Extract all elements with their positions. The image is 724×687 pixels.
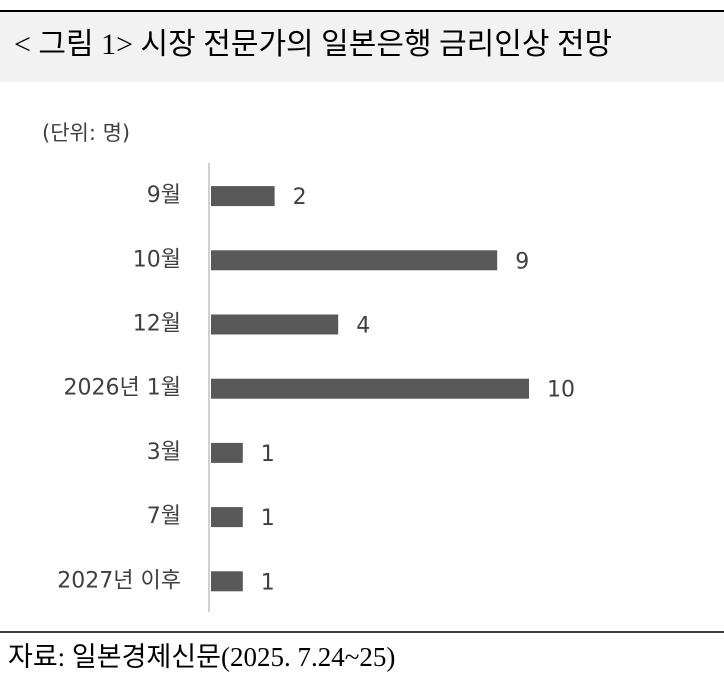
title-band bbox=[0, 12, 724, 82]
value-label: 1 bbox=[261, 570, 275, 595]
bar bbox=[211, 507, 243, 528]
value-label: 1 bbox=[261, 506, 275, 531]
chart-title: < 그림 1> 시장 전문가의 일본은행 금리인상 전망 bbox=[14, 28, 612, 61]
category-label: 2027년 이후 bbox=[57, 568, 181, 593]
category-label: 7월 bbox=[147, 504, 181, 529]
category-label: 2026년 1월 bbox=[64, 376, 181, 401]
value-label: 2 bbox=[293, 185, 307, 210]
category-label: 3월 bbox=[147, 440, 181, 465]
value-label: 1 bbox=[261, 442, 275, 467]
bar bbox=[211, 250, 498, 271]
bar bbox=[211, 571, 243, 592]
value-label: 4 bbox=[356, 314, 370, 339]
unit-label: (단위: 명) bbox=[42, 121, 130, 145]
category-label: 10월 bbox=[133, 247, 181, 272]
source-note: 자료: 일본경제신문(2025. 7.24~25) bbox=[8, 642, 395, 672]
value-label: 10 bbox=[547, 378, 575, 403]
bar bbox=[211, 378, 529, 399]
bar bbox=[211, 314, 339, 335]
bar bbox=[211, 186, 275, 207]
category-label: 12월 bbox=[133, 312, 181, 337]
bar bbox=[211, 442, 243, 463]
value-label: 9 bbox=[515, 249, 529, 274]
category-label: 9월 bbox=[147, 183, 181, 208]
